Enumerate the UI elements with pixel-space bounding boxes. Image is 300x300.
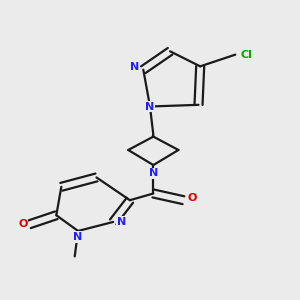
Text: Cl: Cl bbox=[240, 50, 252, 60]
Text: O: O bbox=[18, 219, 28, 229]
Text: N: N bbox=[117, 217, 126, 227]
Text: N: N bbox=[146, 101, 154, 112]
Text: O: O bbox=[187, 193, 196, 202]
Text: N: N bbox=[130, 62, 140, 72]
Text: N: N bbox=[149, 168, 158, 178]
Text: N: N bbox=[74, 232, 83, 242]
